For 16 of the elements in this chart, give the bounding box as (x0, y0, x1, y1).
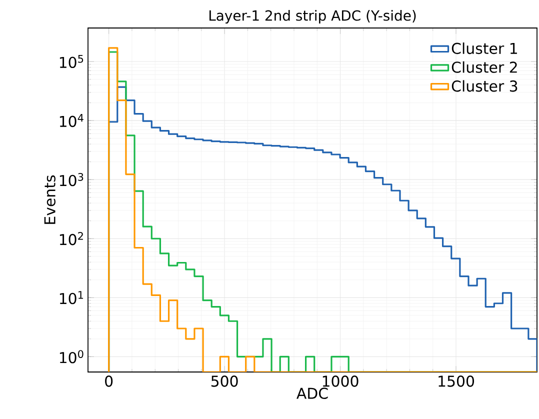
y-tick-label: 10$^{4}$ (60, 114, 84, 128)
x-axis-title: ADC (296, 388, 328, 399)
chart-title: Layer-1 2nd strip ADC (Y-side) (209, 10, 416, 24)
y-tick-label: 10$^{3}$ (60, 172, 84, 186)
x-tick-label: 0 (105, 376, 113, 387)
x-tick-label: 1500 (438, 376, 474, 387)
y-tick-label: 10$^{2}$ (60, 232, 83, 246)
legend-label: Cluster 3 (452, 80, 518, 92)
y-axis-title: Events (44, 175, 56, 224)
y-tick-label: 10$^{1}$ (60, 291, 84, 304)
legend-label: Cluster 1 (452, 42, 517, 54)
legend-label: Cluster 2 (452, 61, 517, 73)
x-tick-label: 1000 (322, 376, 358, 387)
y-tick-label: 10$^{0}$ (60, 350, 84, 364)
x-tick-label: 500 (211, 376, 238, 387)
y-tick-label: 10$^{5}$ (60, 55, 84, 68)
